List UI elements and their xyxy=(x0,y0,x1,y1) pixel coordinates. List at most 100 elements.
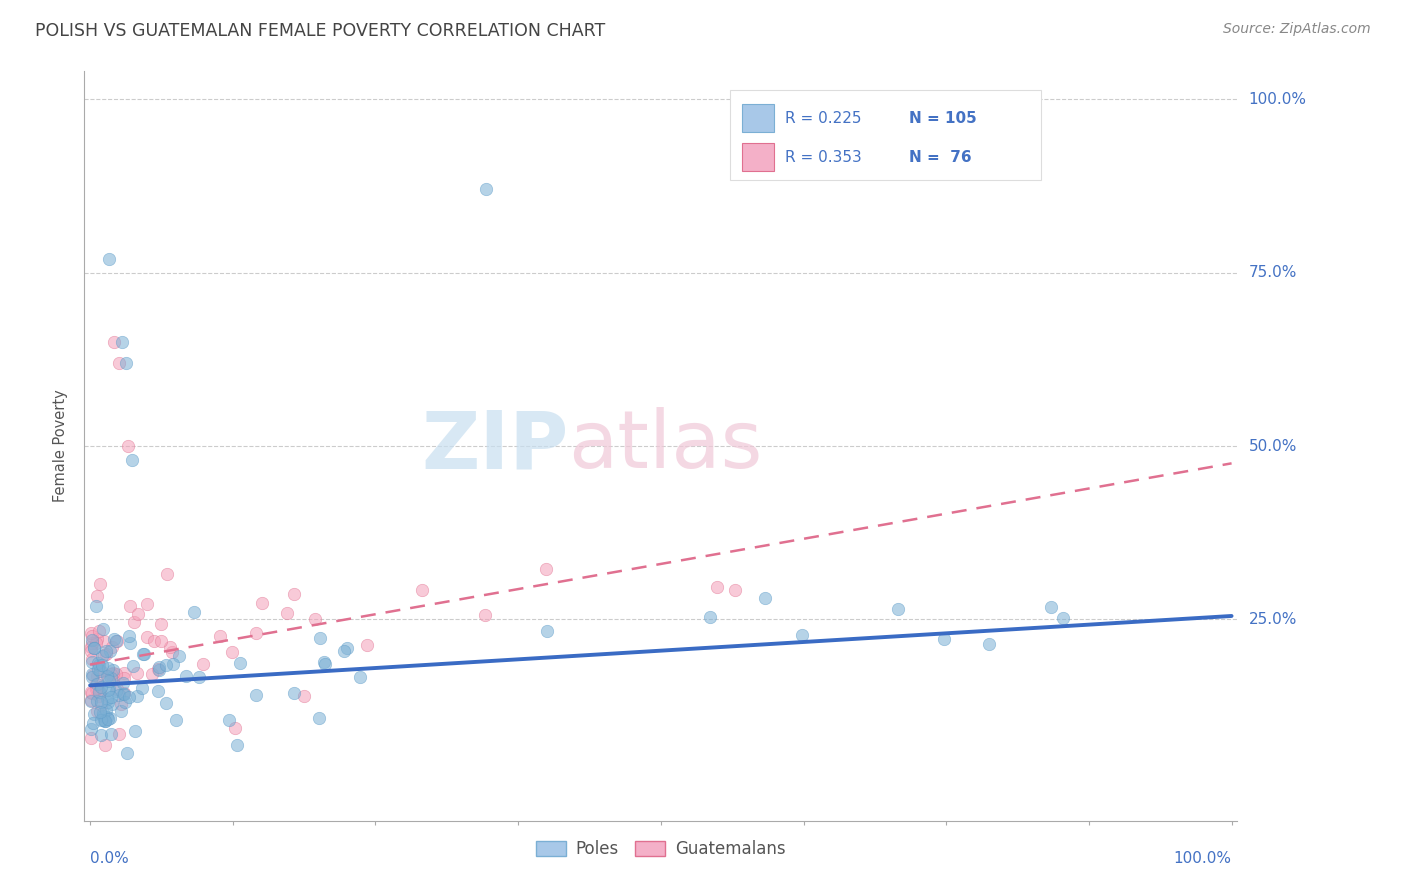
Guatemalans xyxy=(112,686,135,700)
Poles xyxy=(111,687,134,701)
Poles xyxy=(90,728,112,742)
Guatemalans xyxy=(146,662,169,676)
Poles xyxy=(91,706,114,720)
Poles xyxy=(103,632,125,647)
Guatemalans xyxy=(80,685,103,699)
Poles xyxy=(89,684,111,698)
Guatemalans xyxy=(84,676,107,690)
Poles xyxy=(118,636,141,650)
Poles xyxy=(89,664,111,678)
Poles xyxy=(115,356,138,370)
Poles xyxy=(114,695,136,709)
Poles xyxy=(86,656,108,670)
Poles xyxy=(225,738,247,752)
Poles xyxy=(82,667,104,681)
Poles xyxy=(754,591,776,605)
Guatemalans xyxy=(474,608,496,623)
Guatemalans xyxy=(87,624,110,639)
Text: Source: ZipAtlas.com: Source: ZipAtlas.com xyxy=(1223,22,1371,37)
Guatemalans xyxy=(276,606,298,620)
Poles xyxy=(125,689,148,703)
Poles xyxy=(100,690,122,704)
Guatemalans xyxy=(160,645,183,659)
Poles xyxy=(98,682,121,697)
Poles xyxy=(218,713,240,727)
Poles xyxy=(122,659,145,673)
Guatemalans xyxy=(93,633,115,648)
Poles xyxy=(91,708,114,723)
Guatemalans xyxy=(86,632,108,646)
Poles xyxy=(97,661,120,675)
Guatemalans xyxy=(86,704,108,718)
Guatemalans xyxy=(87,689,110,703)
Guatemalans xyxy=(112,666,135,681)
Guatemalans xyxy=(93,648,115,662)
Poles xyxy=(82,715,104,730)
Text: 100.0%: 100.0% xyxy=(1249,92,1306,107)
Guatemalans xyxy=(82,652,104,666)
Guatemalans xyxy=(90,664,112,678)
Poles xyxy=(188,670,211,684)
Poles xyxy=(174,668,197,682)
Poles xyxy=(94,714,117,729)
Poles xyxy=(96,692,118,706)
Guatemalans xyxy=(100,640,122,654)
Text: POLISH VS GUATEMALAN FEMALE POVERTY CORRELATION CHART: POLISH VS GUATEMALAN FEMALE POVERTY CORR… xyxy=(35,22,606,40)
Poles xyxy=(314,657,336,671)
Poles xyxy=(790,628,813,642)
Poles xyxy=(96,709,118,723)
Poles xyxy=(1039,600,1062,615)
Guatemalans xyxy=(110,698,132,712)
Poles xyxy=(97,695,120,709)
Guatemalans xyxy=(103,673,125,688)
Guatemalans xyxy=(103,334,125,349)
Poles xyxy=(245,688,267,702)
Poles xyxy=(349,670,371,684)
Guatemalans xyxy=(96,647,118,661)
Poles xyxy=(94,644,117,658)
Guatemalans xyxy=(82,668,104,682)
Poles xyxy=(283,686,305,700)
Text: R = 0.225: R = 0.225 xyxy=(786,112,862,126)
Poles xyxy=(333,644,356,658)
FancyBboxPatch shape xyxy=(741,103,773,132)
Guatemalans xyxy=(536,562,558,576)
Poles xyxy=(80,723,103,737)
Guatemalans xyxy=(127,607,149,622)
Guatemalans xyxy=(127,665,149,680)
Poles xyxy=(475,182,498,196)
Poles xyxy=(90,681,112,695)
Text: 75.0%: 75.0% xyxy=(1249,265,1296,280)
FancyBboxPatch shape xyxy=(741,143,773,171)
Poles xyxy=(84,599,107,613)
Guatemalans xyxy=(80,636,103,650)
Guatemalans xyxy=(724,582,747,597)
Poles xyxy=(336,640,359,655)
Poles xyxy=(104,634,127,648)
Legend: Poles, Guatemalans: Poles, Guatemalans xyxy=(529,833,793,864)
Poles xyxy=(111,334,134,349)
Guatemalans xyxy=(80,731,103,745)
Poles xyxy=(91,657,114,672)
Guatemalans xyxy=(112,671,135,685)
Poles xyxy=(167,648,190,663)
Text: N =  76: N = 76 xyxy=(908,150,972,165)
Guatemalans xyxy=(89,685,111,699)
Poles xyxy=(80,633,103,648)
Guatemalans xyxy=(156,567,179,582)
Guatemalans xyxy=(124,615,146,629)
Guatemalans xyxy=(245,626,267,640)
Guatemalans xyxy=(221,645,243,659)
Poles xyxy=(87,657,110,672)
Poles xyxy=(121,453,143,467)
Poles xyxy=(83,706,105,721)
Poles xyxy=(97,712,120,726)
Guatemalans xyxy=(89,577,111,591)
Poles xyxy=(91,648,114,663)
Poles xyxy=(887,601,910,615)
Guatemalans xyxy=(283,587,305,601)
Poles xyxy=(146,683,169,698)
Text: 25.0%: 25.0% xyxy=(1249,612,1296,627)
Poles xyxy=(83,640,105,655)
Guatemalans xyxy=(411,583,433,598)
